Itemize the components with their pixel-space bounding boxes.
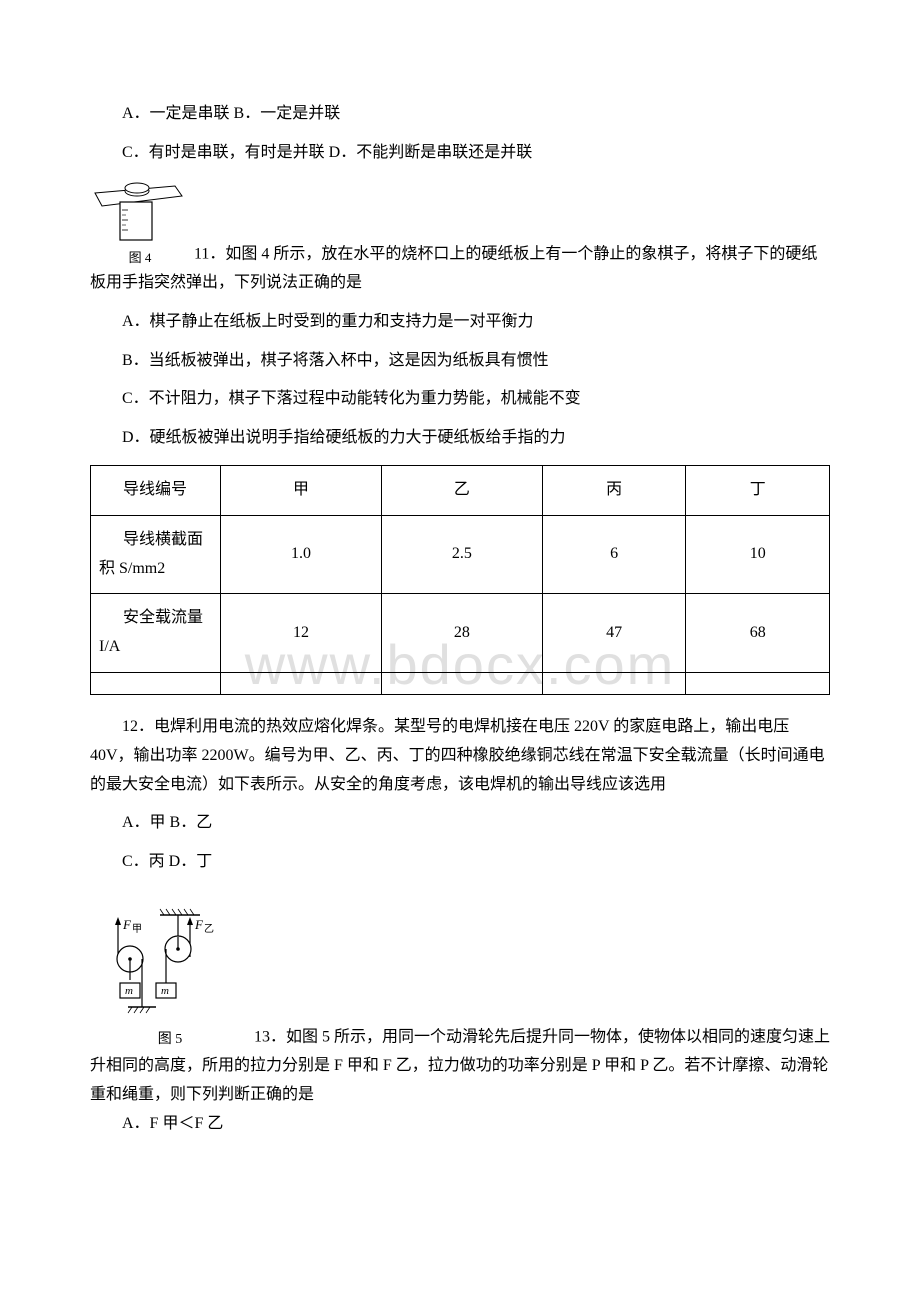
page-content: A．一定是串联 B．一定是并联 C．有时是串联，有时是并联 D．不能判断是串联还…	[90, 100, 830, 1139]
svg-text:m: m	[125, 985, 133, 997]
table-cell: 丙	[542, 465, 686, 515]
q13-block: F 甲 m	[90, 907, 830, 1110]
table-cell: 乙	[381, 465, 542, 515]
table-row: 安全载流量 I/A 12 28 47 68	[91, 594, 830, 673]
figure-5: F 甲 m	[90, 907, 250, 1052]
q10-option-cd: C．有时是串联，有时是并联 D．不能判断是串联还是并联	[90, 139, 830, 168]
table-row-empty	[91, 672, 830, 694]
svg-text:F: F	[122, 917, 132, 932]
table-cell: 导线横截面积 S/mm2	[91, 515, 221, 594]
q12-option-ab: A．甲 B．乙	[90, 809, 830, 838]
table-cell: 丁	[686, 465, 830, 515]
wire-data-table: 导线编号 甲 乙 丙 丁 导线横截面积 S/mm2 1.0 2.5 6 10 安…	[90, 465, 830, 695]
table-cell: 2.5	[381, 515, 542, 594]
svg-text:甲: 甲	[132, 924, 142, 935]
table-cell: 28	[381, 594, 542, 673]
q13-option-a: A．F 甲＜F 乙	[90, 1110, 830, 1139]
svg-text:F: F	[194, 917, 204, 932]
table-cell: 安全载流量 I/A	[91, 594, 221, 673]
table-cell: 47	[542, 594, 686, 673]
q11-stem: 11．如图 4 所示，放在水平的烧杯口上的硬纸板上有一个静止的象棋子，将棋子下的…	[90, 245, 817, 291]
table-cell: 1.0	[221, 515, 382, 594]
table-row: 导线横截面积 S/mm2 1.0 2.5 6 10	[91, 515, 830, 594]
table-cell: 甲	[221, 465, 382, 515]
q11-option-c: C．不计阻力，棋子下落过程中动能转化为重力势能，机械能不变	[90, 385, 830, 414]
q11-block: 图 4 11．如图 4 所示，放在水平的烧杯口上的硬纸板上有一个静止的象棋子，将…	[90, 178, 830, 298]
q10-option-ab: A．一定是串联 B．一定是并联	[90, 100, 830, 129]
table-cell	[542, 672, 686, 694]
table-cell: 导线编号	[91, 465, 221, 515]
table-cell: 12	[221, 594, 382, 673]
table-cell: 6	[542, 515, 686, 594]
q11-option-b: B．当纸板被弹出，棋子将落入杯中，这是因为纸板具有惯性	[90, 347, 830, 376]
table-cell	[91, 672, 221, 694]
table-cell: 68	[686, 594, 830, 673]
q11-option-d: D．硬纸板被弹出说明手指给硬纸板的力大于硬纸板给手指的力	[90, 424, 830, 453]
figure-4: 图 4	[90, 178, 190, 269]
table-cell	[686, 672, 830, 694]
svg-text:乙: 乙	[204, 923, 214, 935]
figure-5-label: 图 5	[90, 1027, 250, 1052]
table-cell	[381, 672, 542, 694]
table-cell: 10	[686, 515, 830, 594]
svg-text:m: m	[161, 985, 169, 997]
q12-stem: 12．电焊利用电流的热效应熔化焊条。某型号的电焊机接在电压 220V 的家庭电路…	[90, 713, 830, 799]
q11-option-a: A．棋子静止在纸板上时受到的重力和支持力是一对平衡力	[90, 308, 830, 337]
table-cell	[221, 672, 382, 694]
figure-4-label: 图 4	[90, 246, 190, 269]
q12-option-cd: C．丙 D．丁	[90, 848, 830, 877]
table-row-header: 导线编号 甲 乙 丙 丁	[91, 465, 830, 515]
